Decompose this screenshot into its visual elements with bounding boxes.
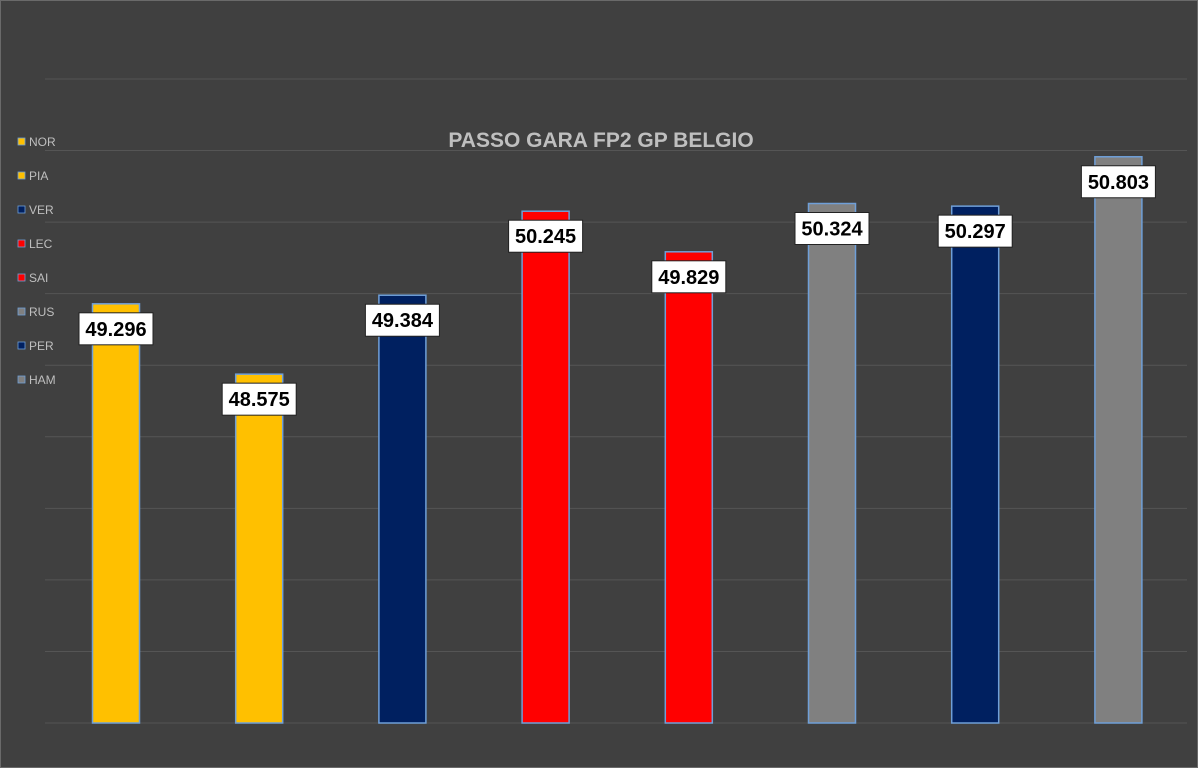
data-labels: 49.296 48.575 49.384 50.245 49.829 50.324 50.2…: [78, 165, 1156, 416]
legend-item-ver: VER: [17, 203, 54, 217]
bar-ham: [1094, 156, 1143, 724]
data-label-box: [1080, 165, 1156, 199]
bar-rus: [807, 202, 857, 724]
legend-swatch: [17, 273, 26, 282]
data-label-box: [651, 260, 727, 294]
bars: [91, 156, 1143, 724]
data-label-text: 49.829: [658, 267, 719, 289]
data-label-nor: 49.296: [78, 312, 154, 346]
data-label-box: [221, 382, 297, 416]
data-label-text: 50.803: [1088, 172, 1149, 194]
legend-item-sai: SAI: [17, 271, 48, 285]
legend-label: HAM: [29, 373, 56, 387]
bar-per: [950, 205, 1000, 724]
data-label-box: [364, 303, 440, 337]
legend-swatch: [17, 239, 26, 248]
legend-label: SAI: [29, 271, 48, 285]
legend-item-nor: NOR: [17, 135, 56, 149]
data-label-lec: 50.245: [508, 219, 584, 253]
chart-title: PASSO GARA FP2 GP BELGIO: [448, 129, 753, 152]
legend-swatch: [17, 307, 26, 316]
legend-swatch: [17, 171, 26, 180]
gridlines: [45, 78, 1187, 724]
data-label-text: 50.297: [945, 221, 1006, 243]
data-label-ver: 49.384: [364, 303, 440, 337]
bar-ver: [378, 294, 427, 724]
data-label-text: 48.575: [229, 389, 290, 411]
data-label-text: 50.324: [801, 219, 863, 241]
legend-item-lec: LEC: [17, 237, 53, 251]
data-label-box: [794, 212, 870, 246]
data-label-box: [937, 214, 1013, 248]
legend-item-ham: HAM: [17, 373, 56, 387]
legend-item-rus: RUS: [17, 305, 54, 319]
legend: NOR PIA VER LEC SAI RUS PER HAM: [17, 135, 56, 387]
data-label-sai: 49.829: [651, 260, 727, 294]
data-label-box: [508, 219, 584, 253]
data-label-text: 49.296: [85, 319, 146, 341]
data-label-box: [78, 312, 154, 346]
bar-sai: [664, 251, 714, 724]
legend-label: NOR: [29, 135, 56, 149]
legend-label: RUS: [29, 305, 54, 319]
legend-swatch: [17, 375, 26, 384]
legend-label: PER: [29, 339, 54, 353]
legend-label: PIA: [29, 169, 48, 183]
legend-label: LEC: [29, 237, 53, 251]
data-label-rus: 50.324: [794, 212, 870, 246]
legend-item-pia: PIA: [17, 169, 48, 183]
legend-swatch: [17, 137, 26, 146]
bar-lec: [521, 210, 570, 724]
bar-nor: [91, 303, 141, 724]
legend-label: VER: [29, 203, 54, 217]
data-label-per: 50.297: [937, 214, 1013, 248]
data-label-text: 49.384: [372, 310, 434, 332]
data-label-ham: 50.803: [1080, 165, 1156, 199]
bar-pia: [234, 373, 284, 724]
legend-swatch: [17, 341, 26, 350]
data-label-pia: 48.575: [221, 382, 297, 416]
legend-swatch: [17, 205, 26, 214]
legend-item-per: PER: [17, 339, 54, 353]
data-label-text: 50.245: [515, 226, 576, 248]
